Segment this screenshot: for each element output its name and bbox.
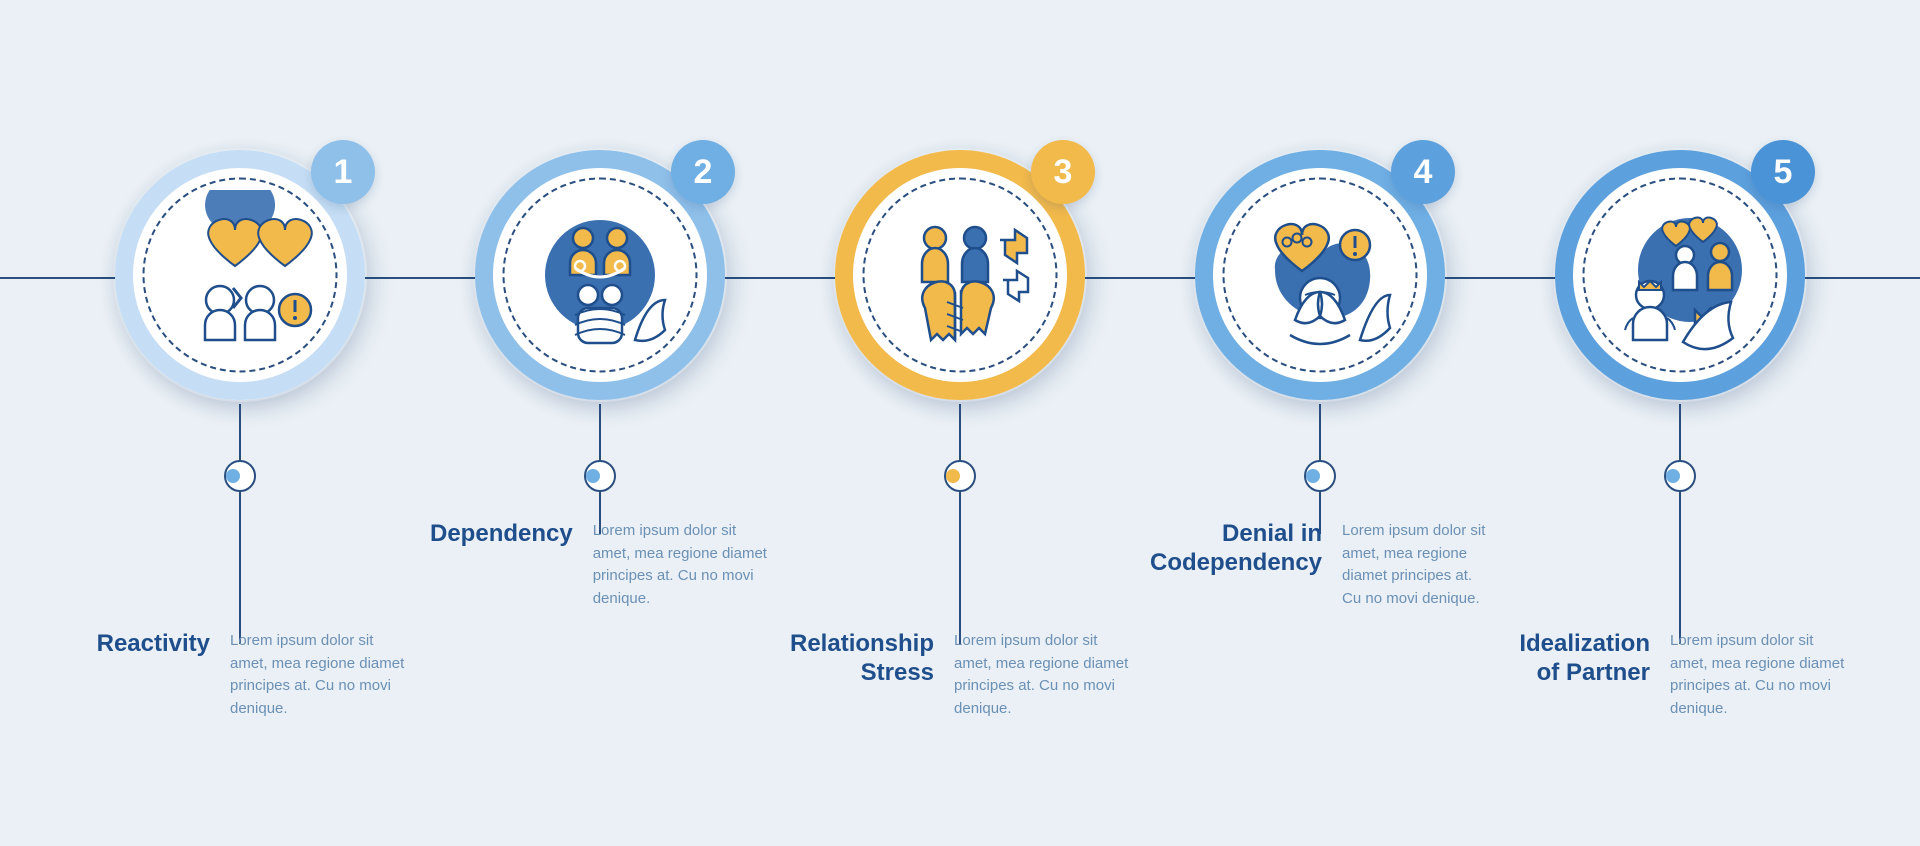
step-title: Idealization of Partner (1510, 630, 1650, 688)
step-body: Lorem ipsum dolor sit amet, mea regione … (954, 630, 1130, 720)
step-1: 1 Reactivity Lorem ipsum dolor sit amet,… (115, 150, 365, 400)
step-number-badge: 3 (1031, 140, 1095, 204)
step-title: Denial in Codependency (1150, 520, 1322, 578)
vertical-connector (1679, 404, 1681, 644)
step-circle: 3 (835, 150, 1085, 400)
vertical-connector (239, 404, 241, 644)
step-text: Denial in Codependency Lorem ipsum dolor… (1150, 520, 1490, 610)
step-3: 3 Relationship Stress Lorem ipsum dolor … (835, 150, 1085, 400)
step-text: Idealization of Partner Lorem ipsum dolo… (1510, 630, 1850, 720)
connector-dot (224, 460, 256, 492)
step-number-badge: 5 (1751, 140, 1815, 204)
connector-dot (1664, 460, 1696, 492)
step-title: Relationship Stress (790, 630, 934, 688)
step-circle: 1 (115, 150, 365, 400)
step-circle: 2 (475, 150, 725, 400)
step-text: Relationship Stress Lorem ipsum dolor si… (790, 630, 1130, 720)
connector-dot (1304, 460, 1336, 492)
step-5: 5 Idealization of Partner Lorem ipsum do… (1555, 150, 1805, 400)
vertical-connector (959, 404, 961, 644)
step-body: Lorem ipsum dolor sit amet, mea regione … (593, 520, 770, 610)
step-title: Dependency (430, 520, 573, 549)
step-number-badge: 1 (311, 140, 375, 204)
step-body: Lorem ipsum dolor sit amet, mea regione … (1670, 630, 1850, 720)
connector-dot (584, 460, 616, 492)
step-text: Reactivity Lorem ipsum dolor sit amet, m… (70, 630, 410, 720)
step-body: Lorem ipsum dolor sit amet, mea regione … (230, 630, 410, 720)
step-number-badge: 4 (1391, 140, 1455, 204)
step-4: 4 Denial in Codependency Lorem ipsum dol… (1195, 150, 1445, 400)
step-circle: 4 (1195, 150, 1445, 400)
step-body: Lorem ipsum dolor sit amet, mea regione … (1342, 520, 1490, 610)
steps-row: 1 Reactivity Lorem ipsum dolor sit amet,… (0, 150, 1920, 400)
step-circle: 5 (1555, 150, 1805, 400)
step-2: 2 Dependency Lorem ipsum dolor sit amet,… (475, 150, 725, 400)
step-title: Reactivity (70, 630, 210, 659)
step-number-badge: 2 (671, 140, 735, 204)
connector-dot (944, 460, 976, 492)
step-text: Dependency Lorem ipsum dolor sit amet, m… (430, 520, 770, 610)
